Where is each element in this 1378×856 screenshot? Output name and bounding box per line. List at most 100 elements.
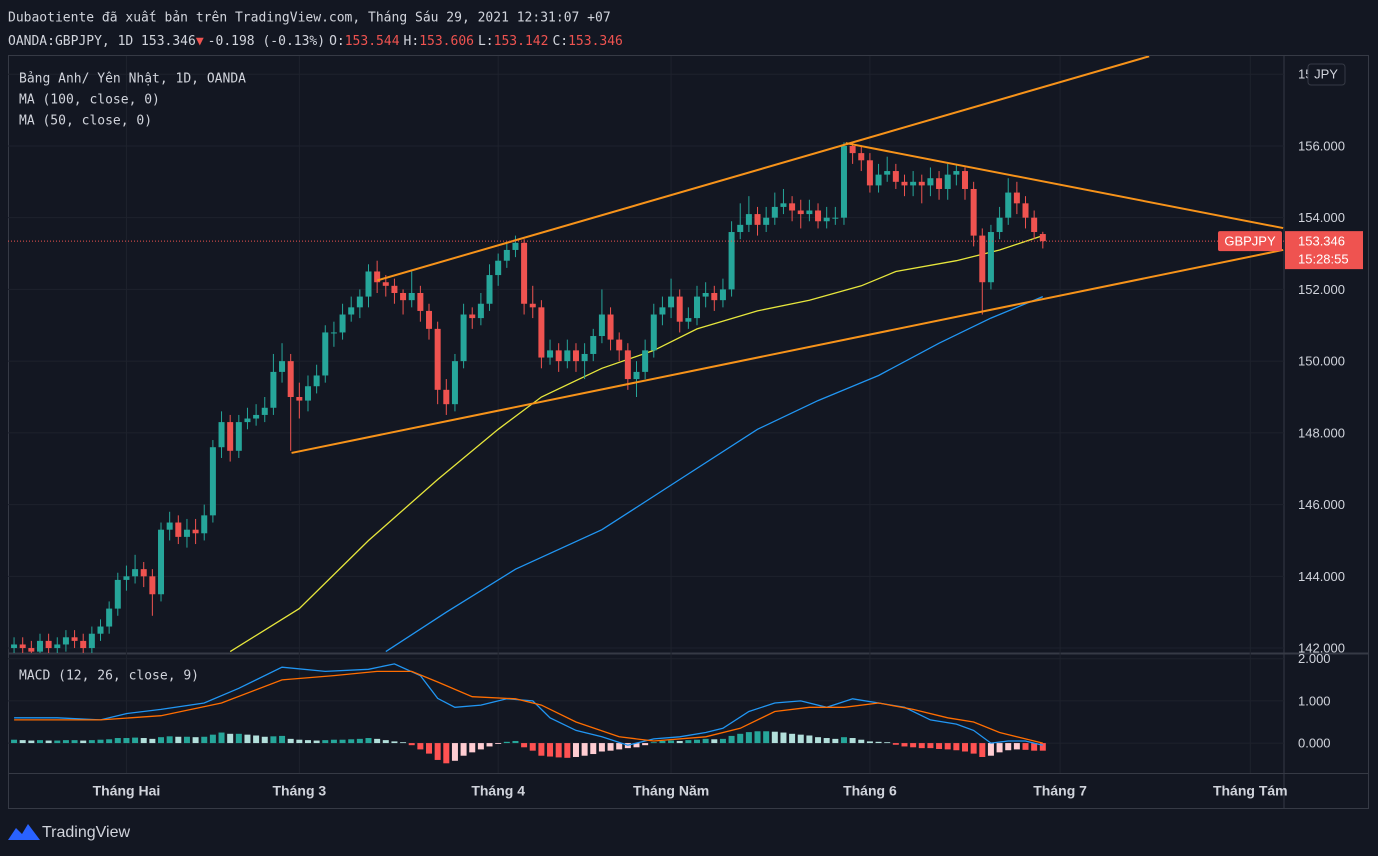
quote-line: OANDA:GBPJPY, 1D 153.346▼ -0.198 (-0.13%)…: [8, 34, 623, 49]
macd-bar: [910, 743, 917, 748]
candle-body: [789, 203, 796, 211]
macd-bar: [676, 740, 683, 744]
macd-bar: [451, 743, 458, 761]
symbol-badge-label: GBPJPY: [1224, 234, 1276, 249]
macd-bar: [1031, 743, 1038, 751]
y-tick-label: 0.000: [1298, 736, 1331, 751]
candle-body: [469, 314, 476, 319]
candle-body: [348, 307, 355, 315]
candle-body: [477, 303, 484, 319]
macd-bar: [88, 740, 95, 744]
macd-bar: [201, 736, 208, 744]
candle-body: [88, 633, 95, 649]
candle-body: [71, 637, 78, 641]
axes: Tháng Hai Tháng 3 Tháng 4 Tháng Năm Tháng 6 T…: [93, 67, 1363, 799]
candle-body: [460, 314, 467, 362]
candle-body: [1039, 234, 1046, 242]
candle-body: [676, 296, 683, 322]
candle-body: [365, 271, 372, 297]
macd-bar: [434, 743, 441, 760]
macd-bar: [62, 740, 69, 744]
candle-body: [866, 160, 873, 186]
candle-body: [382, 282, 389, 286]
candle-body: [884, 171, 891, 175]
macd-bar: [901, 743, 908, 747]
low-value: 153.142: [494, 34, 549, 49]
candle-body: [1022, 203, 1029, 218]
candle-body: [218, 422, 225, 448]
candle-body: [538, 307, 545, 358]
candle-body: [114, 579, 121, 609]
candle-body: [486, 275, 493, 304]
candle-body: [832, 217, 839, 219]
macd-bar: [668, 740, 675, 744]
candle-body: [356, 296, 363, 308]
macd-bar: [365, 738, 372, 744]
high-value: 153.606: [419, 34, 474, 49]
macd-bar: [175, 736, 182, 744]
candle-body: [875, 174, 882, 186]
candle-body: [728, 232, 735, 290]
currency-button[interactable]: [1307, 63, 1346, 86]
macd-bar: [512, 740, 519, 744]
macd-bar: [296, 739, 303, 744]
candle-body: [737, 224, 744, 233]
candle-body: [572, 350, 579, 362]
candle-body: [123, 576, 130, 580]
candle-body: [685, 318, 692, 322]
currency-label[interactable]: JPY: [1314, 66, 1338, 81]
candle-body: [771, 206, 778, 218]
candle-body: [633, 371, 640, 380]
macd-bar: [408, 743, 415, 746]
y-tick-label: 148.000: [1298, 425, 1345, 440]
candle-body: [149, 576, 156, 595]
candle-body: [512, 242, 519, 250]
candle-body: [624, 350, 631, 380]
macd-bar: [987, 743, 994, 756]
macd-bar: [970, 743, 977, 754]
macd-bar: [806, 735, 813, 744]
candle-body: [944, 174, 951, 189]
candle-body: [659, 307, 666, 315]
candle-body: [806, 210, 813, 215]
candle-body: [745, 214, 752, 225]
candle-body: [754, 214, 761, 225]
candle-body: [892, 171, 899, 182]
macd-bar: [962, 743, 968, 752]
macd-bar: [1013, 743, 1020, 750]
macd-bar: [71, 740, 78, 744]
price-badge: [1285, 231, 1363, 270]
candle-body: [650, 314, 657, 351]
macd-bar: [313, 740, 320, 744]
macd-bar: [114, 738, 121, 744]
macd-pane: [11, 663, 1046, 764]
x-tick-label: Tháng 7: [1033, 783, 1087, 799]
macd-bar: [417, 743, 424, 750]
symbol-legend: Bảng Anh/ Yên Nhật, 1D, OANDA: [19, 72, 246, 87]
close-key: C:: [552, 34, 568, 49]
low-key: L:: [478, 34, 494, 49]
macd-bar: [1022, 743, 1029, 750]
candle-body: [201, 515, 208, 534]
macd-bar: [633, 743, 640, 748]
candle-body: [183, 529, 190, 537]
macd-bar: [892, 743, 899, 745]
macd-bar: [183, 736, 190, 744]
change: -0.198 (-0.13%): [208, 34, 325, 49]
close-value: 153.346: [568, 34, 623, 49]
y-tick-label: 150.000: [1298, 354, 1345, 369]
y-tick-label: 144.000: [1298, 569, 1345, 584]
symbol: OANDA:GBPJPY, 1D 153.346: [8, 34, 196, 49]
macd-bar: [400, 742, 407, 744]
candle-body: [529, 303, 536, 308]
candle-body: [45, 640, 52, 649]
macd-bar: [875, 741, 882, 744]
candle-body: [936, 178, 943, 189]
moving-average: [385, 295, 1044, 653]
candle-body: [607, 314, 614, 340]
candle-body: [434, 328, 441, 390]
macd-bar: [702, 738, 709, 744]
candle-body: [408, 292, 415, 301]
candle-body: [270, 371, 277, 408]
